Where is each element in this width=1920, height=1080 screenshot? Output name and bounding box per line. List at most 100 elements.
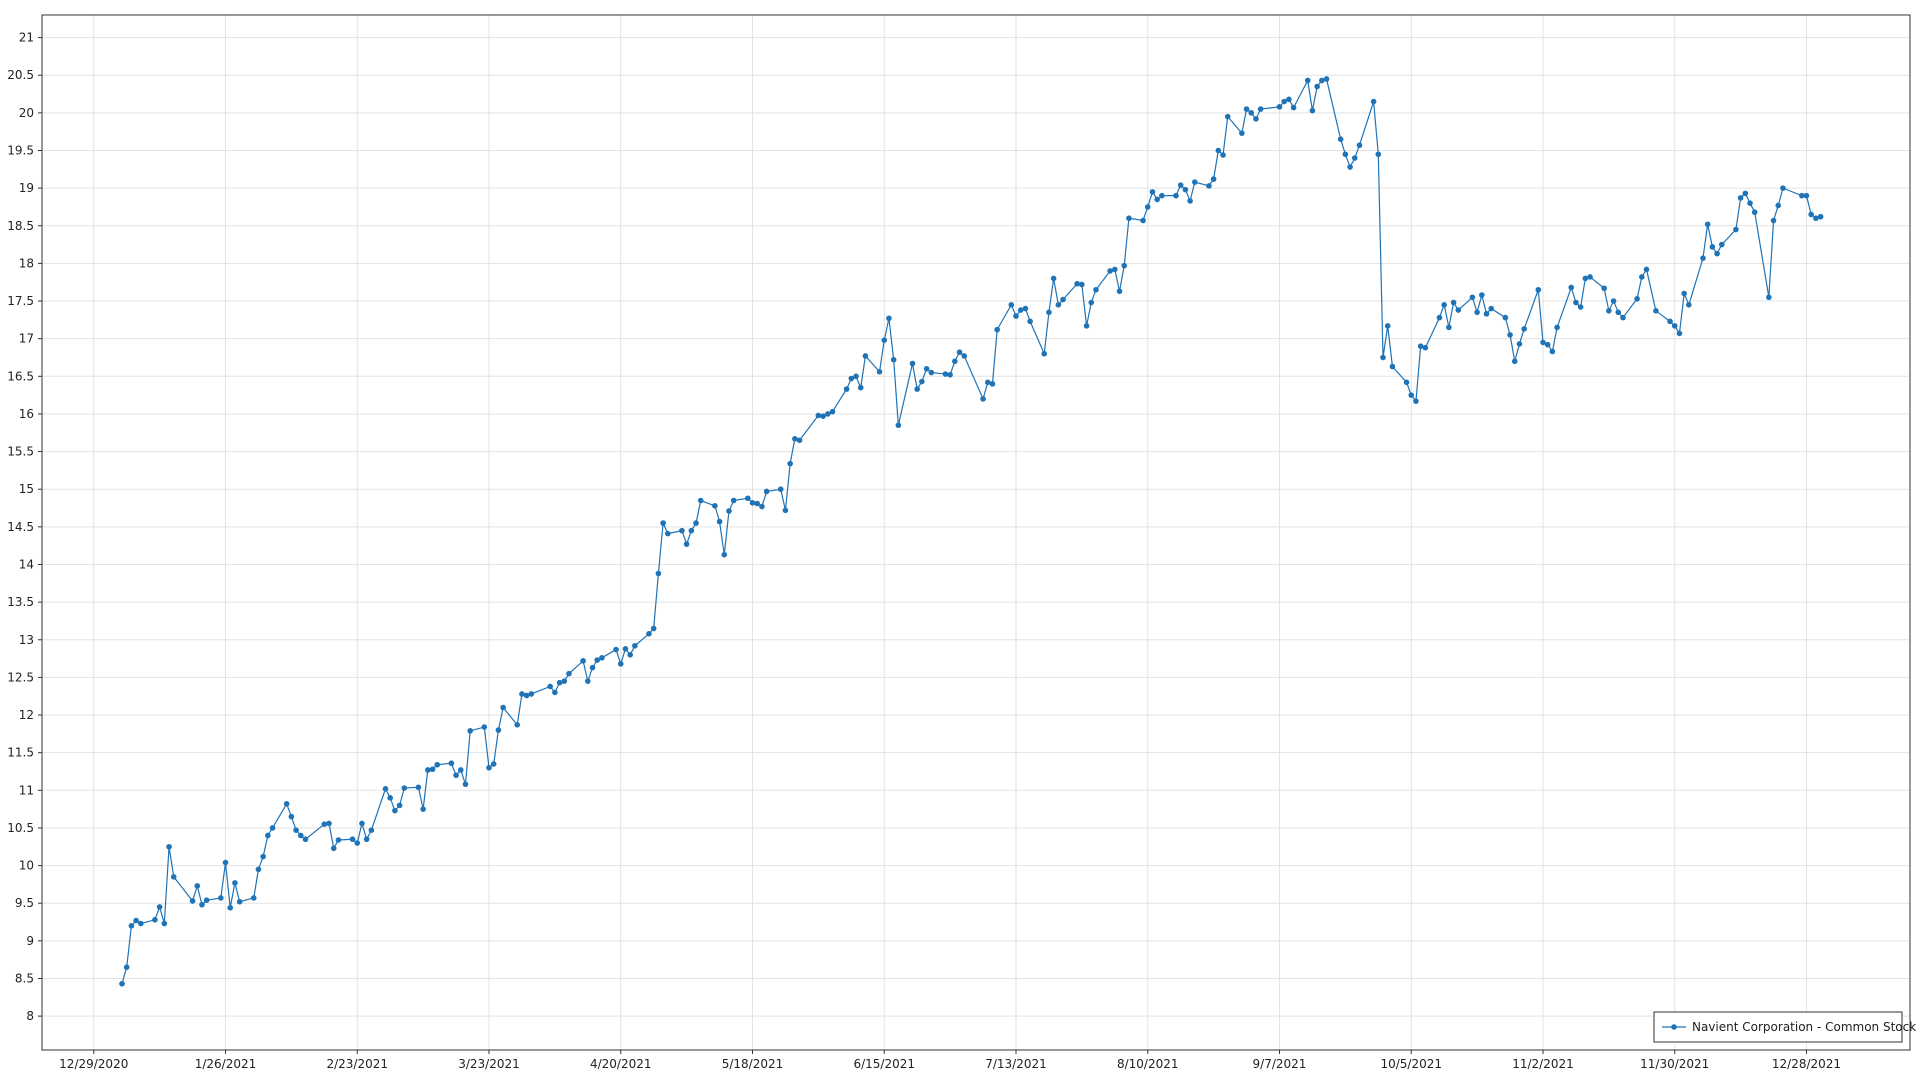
y-tick-label: 17 (19, 332, 34, 346)
data-point (796, 437, 803, 444)
data-point (457, 767, 464, 773)
data-point (1667, 318, 1673, 325)
data-point (1422, 344, 1429, 351)
data-point (730, 497, 737, 504)
data-point (919, 378, 925, 385)
data-point (321, 821, 328, 827)
data-point (462, 781, 469, 788)
data-point (1587, 274, 1593, 280)
x-tick-label: 4/20/2021 (590, 1057, 652, 1071)
data-point (490, 761, 497, 767)
data-point (1126, 215, 1132, 222)
data-point (1389, 363, 1396, 370)
data-point (1676, 330, 1683, 337)
data-point (1488, 305, 1495, 312)
data-point (481, 724, 488, 730)
data-point (1347, 164, 1353, 170)
data-point (1290, 104, 1297, 111)
data-point (961, 353, 968, 359)
y-tick-label: 13.5 (7, 595, 34, 609)
data-point (250, 895, 257, 901)
data-point (1112, 266, 1118, 273)
data-point (942, 371, 949, 377)
data-point (330, 845, 337, 852)
data-point (1384, 323, 1391, 329)
data-point (552, 689, 558, 696)
data-point (1737, 195, 1744, 201)
data-point (368, 827, 375, 834)
data-point (782, 507, 789, 514)
data-point (1479, 292, 1485, 298)
data-point (1008, 302, 1015, 308)
data-point (1714, 250, 1720, 257)
data-point (1474, 309, 1480, 316)
data-point (1206, 183, 1212, 189)
data-point (895, 422, 902, 429)
data-point (1573, 299, 1579, 306)
data-point (1046, 309, 1052, 316)
data-point (1319, 77, 1325, 84)
data-point (326, 820, 332, 827)
data-point (1436, 314, 1443, 321)
data-point (486, 764, 492, 771)
data-point (514, 722, 521, 728)
data-point (1060, 296, 1066, 303)
y-tick-label: 12 (19, 708, 34, 722)
data-point (984, 379, 991, 386)
data-point (1351, 155, 1358, 161)
data-point (1413, 398, 1419, 404)
data-point (396, 802, 403, 809)
x-tick-label: 9/7/2021 (1253, 1057, 1307, 1071)
data-point (1041, 350, 1048, 357)
data-point (453, 772, 459, 779)
data-point (613, 646, 619, 653)
data-point (1798, 192, 1805, 199)
y-tick-label: 20 (19, 106, 34, 120)
data-point (222, 859, 229, 866)
x-tick-label: 12/28/2021 (1772, 1057, 1841, 1071)
data-point (335, 837, 342, 843)
data-point (585, 678, 591, 684)
data-point (1606, 308, 1612, 314)
plot-frame (41, 14, 1911, 1051)
data-point (1144, 204, 1151, 210)
data-point (1417, 343, 1424, 350)
data-point (994, 326, 1000, 333)
data-point (1342, 151, 1349, 158)
data-point (283, 801, 290, 807)
series-line (121, 78, 1821, 984)
data-point (1681, 290, 1687, 297)
y-tick-label: 16 (19, 407, 34, 421)
data-point (429, 766, 436, 773)
data-point (354, 840, 361, 846)
data-point (1027, 318, 1033, 325)
data-point (1215, 147, 1222, 154)
data-point (194, 883, 201, 889)
data-point (721, 551, 728, 558)
data-point (1686, 302, 1692, 308)
data-point (1149, 189, 1156, 195)
data-point (1577, 304, 1584, 310)
data-point (1502, 314, 1509, 321)
data-point (119, 980, 125, 987)
data-point (199, 901, 205, 908)
data-point (387, 795, 393, 801)
x-tick-label: 7/13/2021 (985, 1057, 1047, 1071)
x-tick-label: 3/23/2021 (458, 1057, 520, 1071)
data-point (693, 520, 699, 526)
data-point (123, 964, 130, 970)
data-point (1568, 284, 1575, 291)
data-point (1022, 305, 1029, 312)
data-point (363, 836, 370, 843)
data-point (824, 411, 831, 417)
data-point (914, 386, 920, 392)
data-point (519, 691, 525, 697)
data-point (589, 664, 596, 671)
data-point (1116, 288, 1123, 295)
y-tick-label: 17.5 (7, 294, 34, 308)
data-point (1709, 244, 1716, 250)
data-point (425, 767, 431, 773)
data-point (1540, 339, 1546, 346)
data-point (1751, 209, 1758, 216)
